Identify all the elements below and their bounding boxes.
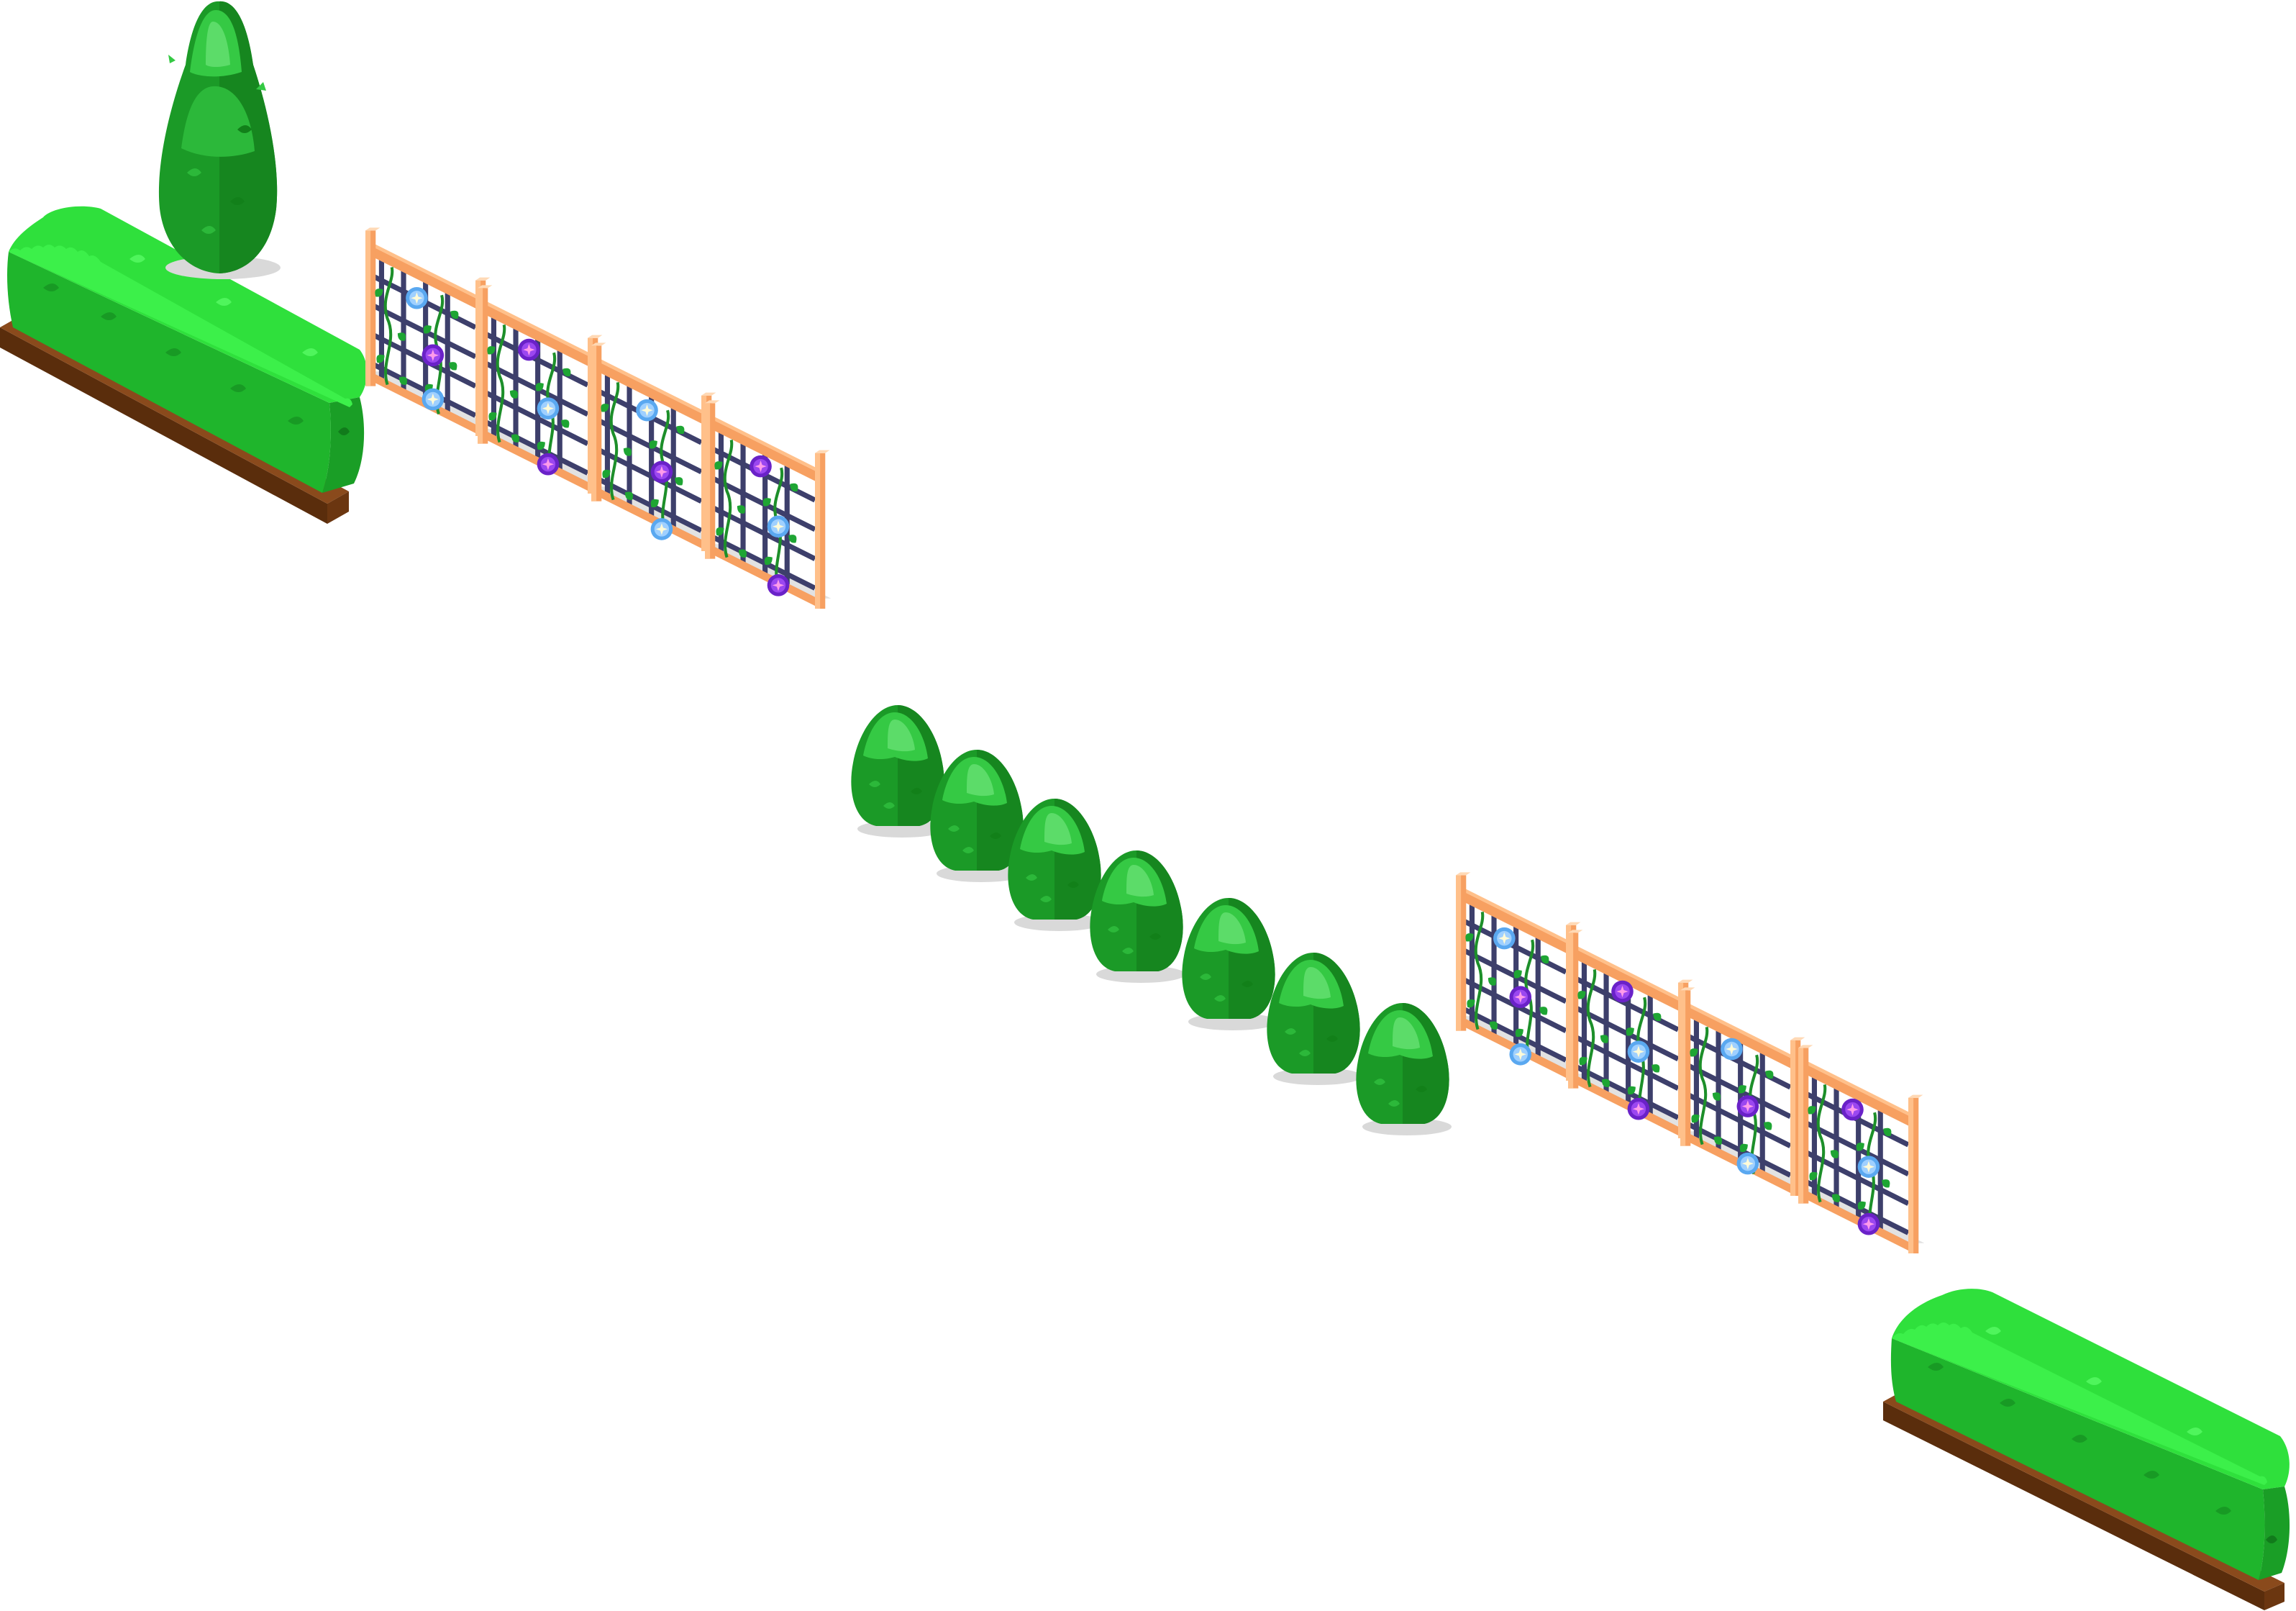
hedge-left <box>0 206 368 524</box>
trellis-8 <box>1798 1045 1924 1253</box>
trellis-1 <box>365 227 491 436</box>
shrub-7 <box>1356 1003 1452 1135</box>
trellis-4 <box>705 400 831 609</box>
hedge-right <box>1883 1289 2290 1610</box>
tall-cypress-tree <box>158 1 281 279</box>
trellis-6 <box>1568 930 1694 1138</box>
trellis-3 <box>591 342 717 551</box>
shrub-6 <box>1267 953 1362 1085</box>
shrub-4 <box>1090 850 1185 983</box>
shrub-5 <box>1182 898 1277 1030</box>
trellis-2 <box>478 285 603 494</box>
trellis-5 <box>1456 872 1582 1081</box>
trellis-7 <box>1680 987 1806 1196</box>
